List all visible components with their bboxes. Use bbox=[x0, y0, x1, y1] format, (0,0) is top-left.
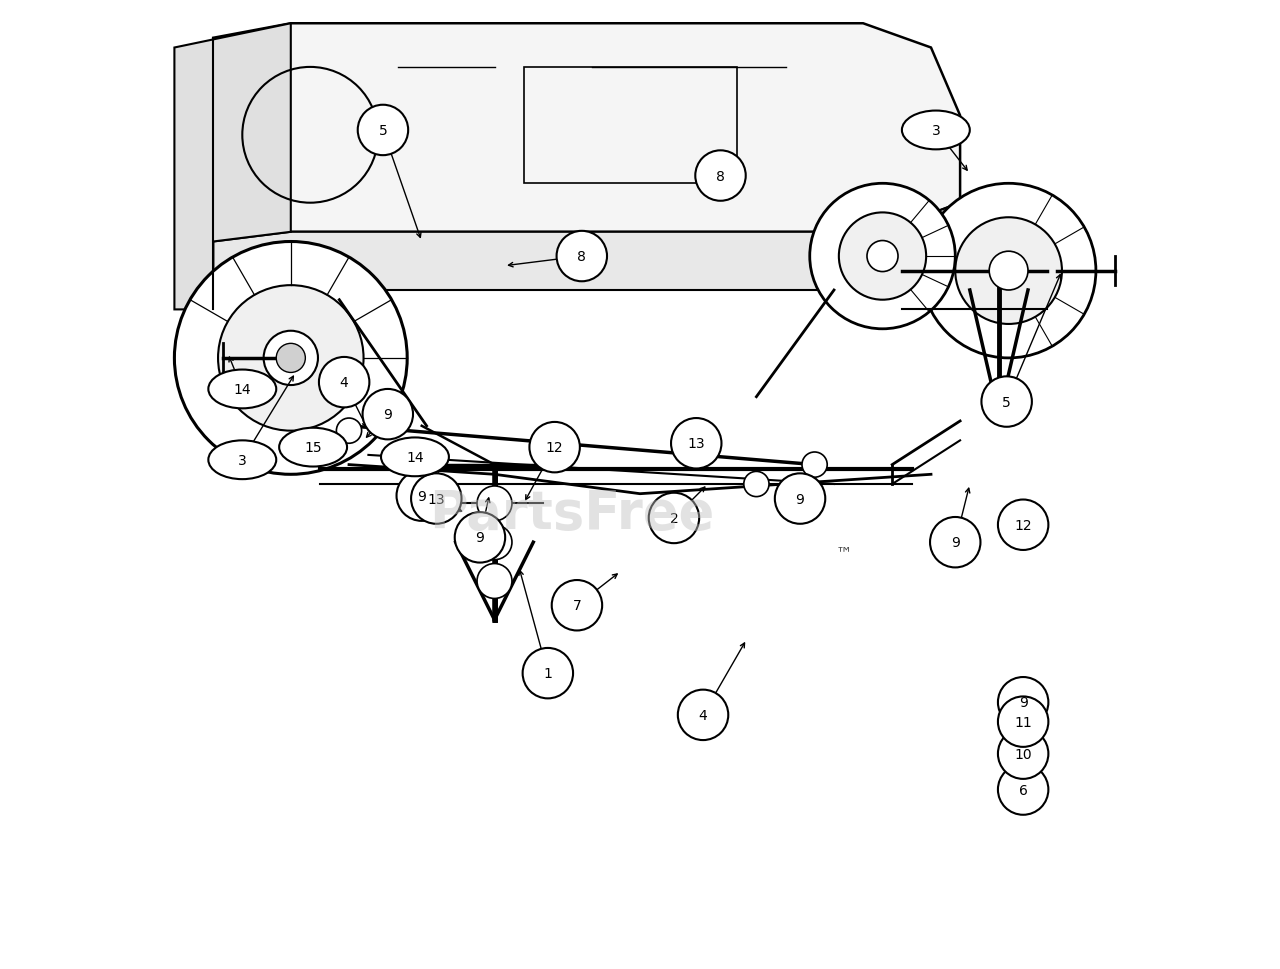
Circle shape bbox=[744, 472, 769, 497]
Circle shape bbox=[552, 580, 602, 631]
Ellipse shape bbox=[902, 111, 970, 150]
Text: 13: 13 bbox=[687, 437, 705, 451]
Ellipse shape bbox=[209, 441, 276, 480]
Circle shape bbox=[998, 677, 1048, 728]
Bar bbox=[1179, 271, 1212, 291]
Circle shape bbox=[397, 471, 447, 521]
Text: 12: 12 bbox=[545, 441, 563, 454]
Text: 3: 3 bbox=[932, 124, 941, 138]
Text: 3: 3 bbox=[238, 453, 247, 467]
Text: 9: 9 bbox=[417, 489, 426, 503]
Circle shape bbox=[810, 184, 955, 329]
Text: 4: 4 bbox=[699, 708, 708, 722]
Circle shape bbox=[982, 377, 1032, 427]
Text: 10: 10 bbox=[1014, 747, 1032, 761]
Circle shape bbox=[695, 151, 746, 202]
Circle shape bbox=[477, 564, 512, 599]
Text: 1: 1 bbox=[544, 667, 552, 680]
Text: 15: 15 bbox=[305, 441, 323, 454]
Circle shape bbox=[803, 453, 827, 478]
Ellipse shape bbox=[209, 370, 276, 409]
Circle shape bbox=[955, 218, 1062, 325]
Text: 5: 5 bbox=[379, 124, 388, 138]
Text: 12: 12 bbox=[1014, 518, 1032, 532]
Text: PartsFree: PartsFree bbox=[430, 487, 714, 540]
Text: ™: ™ bbox=[836, 544, 852, 561]
Circle shape bbox=[276, 344, 306, 373]
Text: 6: 6 bbox=[1019, 783, 1028, 797]
Circle shape bbox=[477, 525, 512, 560]
Polygon shape bbox=[214, 203, 960, 310]
Circle shape bbox=[989, 252, 1028, 291]
Text: 4: 4 bbox=[339, 376, 348, 390]
Text: 5: 5 bbox=[1002, 395, 1011, 409]
Circle shape bbox=[649, 493, 699, 544]
Circle shape bbox=[454, 513, 506, 563]
Circle shape bbox=[319, 358, 370, 408]
Circle shape bbox=[557, 232, 607, 282]
Circle shape bbox=[337, 419, 362, 444]
Circle shape bbox=[867, 241, 899, 272]
Circle shape bbox=[671, 419, 722, 469]
Circle shape bbox=[522, 648, 573, 699]
Circle shape bbox=[357, 106, 408, 156]
Text: 9: 9 bbox=[384, 408, 392, 422]
Circle shape bbox=[530, 422, 580, 473]
Circle shape bbox=[678, 690, 728, 740]
Text: 13: 13 bbox=[428, 492, 445, 506]
Circle shape bbox=[931, 517, 980, 568]
Circle shape bbox=[998, 729, 1048, 779]
Circle shape bbox=[411, 474, 462, 524]
Circle shape bbox=[998, 765, 1048, 815]
Circle shape bbox=[922, 184, 1096, 359]
Circle shape bbox=[218, 286, 364, 431]
Circle shape bbox=[362, 390, 413, 440]
Bar bbox=[524, 68, 737, 184]
Polygon shape bbox=[214, 24, 960, 242]
Circle shape bbox=[477, 486, 512, 521]
Circle shape bbox=[774, 474, 826, 524]
Circle shape bbox=[264, 331, 317, 386]
Text: 9: 9 bbox=[1019, 696, 1028, 709]
Circle shape bbox=[998, 697, 1048, 747]
Text: 14: 14 bbox=[233, 383, 251, 396]
Text: 9: 9 bbox=[951, 536, 960, 549]
Circle shape bbox=[174, 242, 407, 475]
Ellipse shape bbox=[381, 438, 449, 477]
Text: 7: 7 bbox=[572, 599, 581, 612]
Circle shape bbox=[838, 213, 927, 300]
Text: 2: 2 bbox=[669, 512, 678, 525]
Text: 9: 9 bbox=[475, 531, 484, 545]
Polygon shape bbox=[174, 24, 291, 310]
Text: 11: 11 bbox=[1014, 715, 1032, 729]
Text: 9: 9 bbox=[796, 492, 805, 506]
Text: 8: 8 bbox=[716, 170, 724, 183]
Circle shape bbox=[998, 500, 1048, 550]
Text: 14: 14 bbox=[406, 451, 424, 464]
Ellipse shape bbox=[279, 428, 347, 467]
Text: 8: 8 bbox=[577, 250, 586, 264]
